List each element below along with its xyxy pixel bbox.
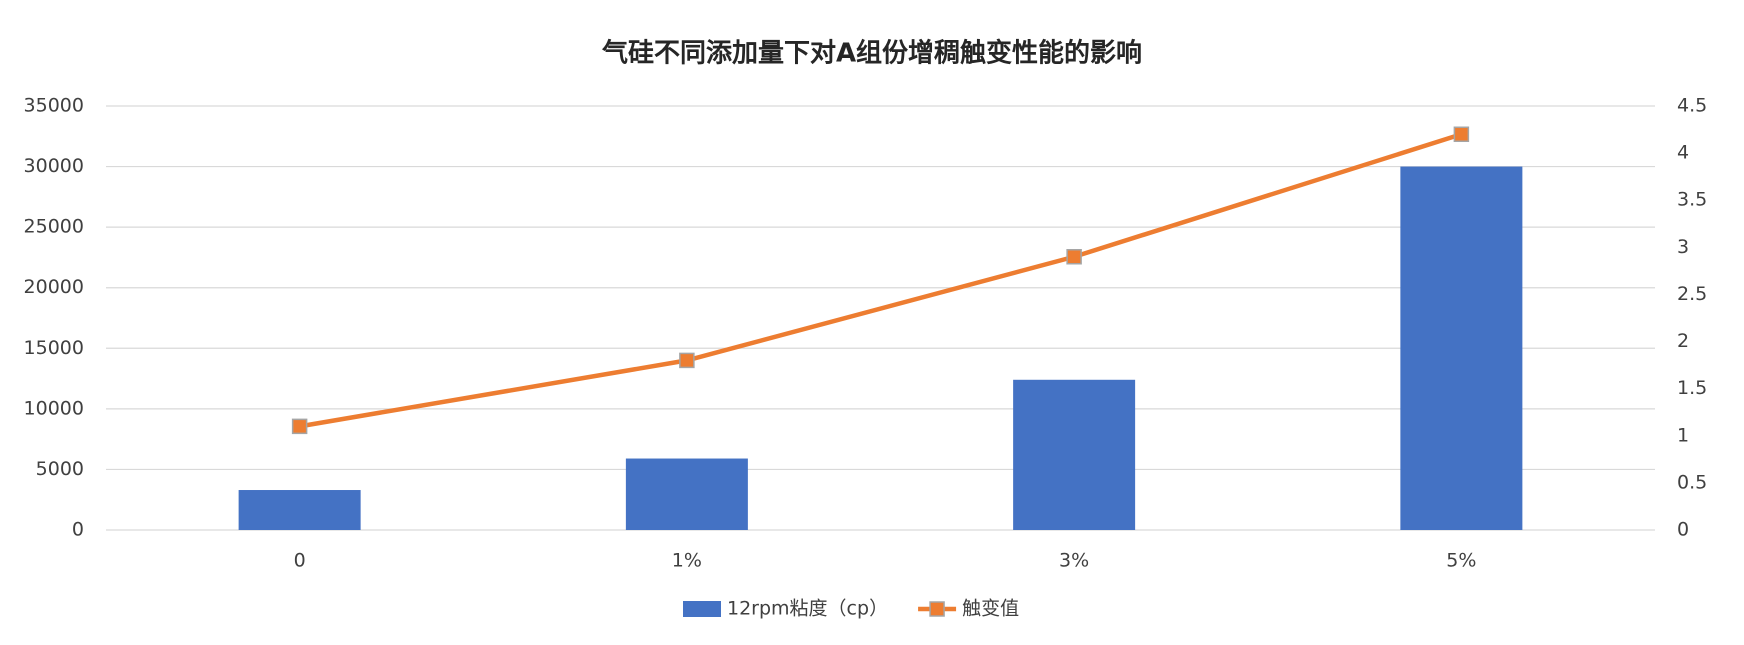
x-tick-label: 1% [672,550,702,572]
x-tick-label: 5% [1446,550,1476,572]
chart-title: 气硅不同添加量下对A组份增稠触变性能的影响 [601,38,1142,69]
marker [679,352,695,369]
y2-tick-label: 4 [1677,142,1689,164]
legend-swatch [929,601,945,617]
bar [625,458,748,530]
marker [291,418,308,435]
line [299,132,1463,429]
y2-tick-label: 2 [1677,330,1689,352]
y-tick-label: 0 [72,519,84,541]
y2-tick-label: 0 [1677,519,1689,541]
bar [238,490,361,530]
y2-tick-label: 1 [1677,424,1689,446]
y2-tick-label: 1.5 [1677,377,1707,399]
y-tick-label: 10000 [24,397,84,419]
legend-label: 12rpm粘度（cp） [727,598,888,620]
x-tick-label: 0 [294,550,306,572]
y2-tick-label: 3.5 [1677,189,1707,211]
y-tick-label: 25000 [24,216,84,238]
y2-tick-label: 4.5 [1677,95,1707,117]
marker [1453,126,1470,143]
legend-label: 触变值 [962,598,1019,620]
y2-tick-label: 3 [1677,236,1689,258]
y-tick-label: 35000 [24,95,84,117]
bar [1400,166,1523,531]
x-tick-label: 3% [1059,550,1089,572]
y-tick-label: 5000 [36,458,84,480]
bar [1013,379,1136,530]
marker [1066,249,1082,265]
y-tick-label: 30000 [24,155,84,177]
y-tick-label: 15000 [24,337,84,359]
y2-tick-label: 2.5 [1677,283,1707,305]
y-tick-label: 20000 [24,276,84,298]
legend-swatch [683,601,721,617]
y2-tick-label: 0.5 [1677,471,1707,493]
